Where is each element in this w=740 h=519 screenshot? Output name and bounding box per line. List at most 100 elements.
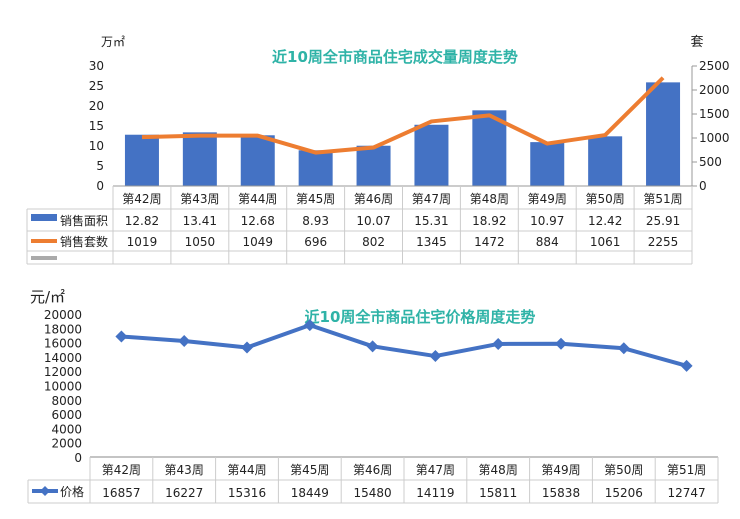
y-tick-label: 20000	[44, 308, 82, 322]
price-point-marker	[429, 350, 442, 363]
legend-sales-area: 销售面积	[60, 213, 108, 228]
legend-bar-icon	[31, 214, 57, 221]
right-tick-label: 2000	[699, 83, 730, 97]
y-tick-label: 2000	[51, 437, 82, 451]
y-tick-label: 12000	[44, 365, 82, 379]
table-value-area: 10.07	[356, 214, 390, 228]
table-value-units: 1345	[416, 235, 447, 249]
table-value-area: 12.82	[125, 214, 159, 228]
line-sales-units	[141, 76, 665, 155]
right-tick-label: 1000	[699, 131, 730, 145]
category-label: 第50周	[604, 463, 643, 477]
table-value-units: 1472	[474, 235, 505, 249]
category-label: 第46周	[353, 463, 392, 477]
table-value-price: 18449	[291, 486, 329, 500]
left-tick-label: 25	[89, 79, 104, 93]
price-point-marker	[178, 334, 191, 347]
category-label: 第43周	[165, 463, 204, 477]
table-value-area: 12.68	[241, 214, 275, 228]
left-tick-label: 15	[89, 119, 104, 133]
category-label: 第45周	[290, 463, 329, 477]
left-tick-label: 30	[89, 59, 104, 73]
bar-sales-area	[646, 82, 681, 186]
table-value-price: 14119	[416, 486, 454, 500]
table-value-price: 15838	[542, 486, 580, 500]
y-tick-label: 18000	[44, 322, 82, 336]
table-value-units: 1050	[185, 235, 216, 249]
price-point-marker	[555, 337, 567, 350]
category-label: 第50周	[586, 192, 625, 206]
table-value-price: 15811	[479, 486, 517, 500]
price-point-marker	[617, 342, 630, 355]
bar-sales-area	[356, 145, 391, 186]
right-tick-label: 0	[699, 179, 707, 193]
chart-title: 近10周全市商品住宅价格周度走势	[305, 308, 536, 326]
left-tick-label: 5	[96, 159, 104, 173]
bar-sales-area	[414, 124, 449, 186]
category-label: 第45周	[296, 192, 335, 206]
bar-sales-area	[298, 150, 333, 186]
category-label: 第48周	[479, 463, 518, 477]
table-value-units: 2255	[648, 235, 679, 249]
table-value-area: 25.91	[646, 214, 680, 228]
category-label: 第43周	[180, 192, 219, 206]
table-value-area: 8.93	[302, 214, 329, 228]
y-tick-label: 16000	[44, 337, 82, 351]
y-tick-label: 8000	[51, 394, 82, 408]
legend-price: 价格	[60, 484, 84, 499]
bar-sales-area	[588, 136, 623, 186]
price-point-marker	[241, 341, 253, 354]
right-axis-unit: 套	[690, 34, 703, 50]
category-label: 第49周	[528, 192, 567, 206]
y-tick-label: 6000	[51, 408, 82, 422]
legend-sales-units: 销售套数	[60, 234, 108, 249]
category-label: 第51周	[643, 192, 682, 206]
right-tick-label: 1500	[699, 107, 730, 121]
category-label: 第51周	[667, 463, 706, 477]
category-label: 第47周	[412, 192, 451, 206]
left-tick-label: 20	[89, 99, 104, 113]
category-label: 第42周	[102, 463, 141, 477]
y-tick-label: 10000	[44, 380, 82, 394]
price-point-marker	[680, 359, 693, 372]
category-label: 第44周	[227, 463, 266, 477]
y-tick-label: 0	[74, 451, 82, 465]
y-tick-label: 14000	[44, 351, 82, 365]
category-label: 第49周	[541, 463, 580, 477]
table-value-price: 15206	[605, 486, 643, 500]
y-axis-unit: 元/㎡	[30, 288, 65, 306]
category-label: 第47周	[416, 463, 455, 477]
table-value-area: 13.41	[183, 214, 217, 228]
table-value-price: 15316	[228, 486, 266, 500]
table-value-price: 15480	[354, 486, 392, 500]
table-value-price: 12747	[668, 486, 706, 500]
left-tick-label: 0	[96, 179, 104, 193]
right-tick-label: 500	[699, 155, 722, 169]
table-value-units: 1049	[242, 235, 273, 249]
table-value-price: 16857	[102, 486, 140, 500]
table-value-units: 696	[304, 235, 327, 249]
category-label: 第46周	[354, 192, 393, 206]
bar-sales-area	[530, 142, 565, 186]
category-label: 第42周	[122, 192, 161, 206]
category-label: 第48周	[470, 192, 509, 206]
table-value-units: 884	[536, 235, 559, 249]
price-point-marker	[115, 330, 128, 343]
price-point-marker	[303, 319, 316, 332]
right-tick-label: 2500	[699, 59, 730, 73]
bar-sales-area	[240, 135, 275, 186]
chart-title: 近10周全市商品住宅成交量周度走势	[272, 48, 518, 66]
category-label: 第44周	[238, 192, 277, 206]
table-value-units: 1019	[127, 235, 158, 249]
table-value-units: 1061	[590, 235, 621, 249]
line-price	[121, 323, 688, 368]
table-value-area: 10.97	[530, 214, 564, 228]
price-point-marker	[366, 340, 379, 353]
legend-diamond-icon	[40, 486, 50, 496]
y-tick-label: 4000	[51, 422, 82, 436]
table-value-price: 16227	[165, 486, 203, 500]
table-value-area: 12.42	[588, 214, 622, 228]
table-value-area: 15.31	[414, 214, 448, 228]
left-axis-unit: 万㎡	[101, 35, 125, 49]
